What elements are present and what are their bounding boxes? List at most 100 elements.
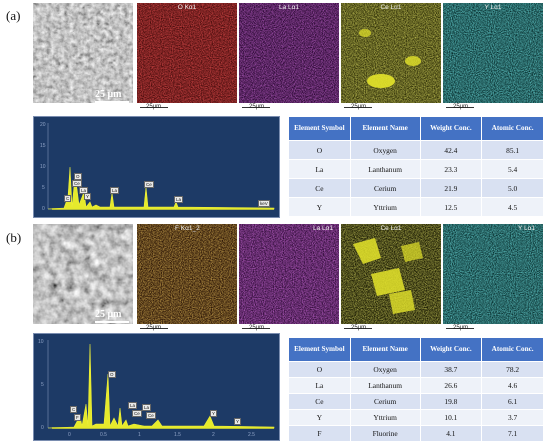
map-title: Ce Lα1 — [380, 4, 402, 11]
map-scale-bar — [242, 324, 270, 329]
map-scale-label: 25μm — [146, 104, 162, 110]
cell-weight: 4.1 — [419, 425, 483, 442]
map-title: La Lα1 — [312, 225, 333, 232]
eds-map-a-yttrium: Y Lα1 — [443, 3, 543, 103]
eds-map-b-yttrium: Y Lα1 — [443, 224, 543, 324]
cell-symbol: Y — [288, 197, 351, 217]
map-title: Y Lα1 — [484, 4, 502, 11]
header-element-symbol: Element Symbol — [288, 337, 351, 362]
map-scale-bar — [140, 103, 168, 108]
cell-name: Cerium — [349, 393, 421, 410]
x-tick: 2 — [212, 432, 215, 438]
peak-label: F — [74, 414, 81, 421]
spectrum-plot-b: 10 5 0 0 0.5 1 1.5 2 2.5 — [38, 339, 275, 438]
peak-label: Ce — [144, 181, 154, 188]
cell-atomic: 85.1 — [481, 140, 544, 160]
map-texture — [443, 3, 543, 103]
peak-label: O — [108, 371, 116, 378]
cell-name: Fluorine — [349, 425, 421, 442]
eds-map-a-lanthanum: La Lα1 — [239, 3, 339, 103]
map-title: La Lα1 — [278, 4, 300, 11]
x-tick: 0.5 — [100, 432, 107, 438]
map-scale-bar — [344, 324, 372, 329]
peak-label: C — [70, 406, 78, 413]
cell-atomic: 6.1 — [481, 393, 544, 410]
sem-texture-b — [33, 224, 133, 324]
cell-symbol: La — [288, 377, 351, 394]
eds-map-a-oxygen: O Kα1 — [137, 3, 237, 103]
spectrum-corner-label: keV — [258, 200, 270, 207]
peak-label: La — [128, 402, 138, 409]
peak-label: Y — [84, 193, 92, 200]
cell-weight: 26.6 — [419, 377, 483, 394]
header-atomic-conc: Atomic Conc. — [481, 337, 544, 362]
header-weight-conc: Weight Conc. — [419, 337, 483, 362]
table-row: La Lanthanum 26.6 4.6 — [288, 377, 544, 394]
table-row: La Lanthanum 23.3 5.4 — [288, 159, 544, 179]
cell-name: Lanthanum — [349, 159, 421, 179]
spectrum-trace — [47, 343, 275, 429]
cell-weight: 10.1 — [419, 409, 483, 426]
map-texture — [239, 3, 339, 103]
cell-symbol: La — [288, 159, 351, 179]
y-tick: 5 — [41, 382, 44, 388]
eds-map-b-lanthanum: La Lα1 — [239, 224, 339, 324]
table-row: O Oxygen 42.4 85.1 — [288, 140, 544, 160]
map-texture — [341, 224, 441, 324]
panel-b-label: (b) — [6, 230, 22, 245]
cell-weight: 19.8 — [419, 393, 483, 410]
map-scale-bar — [140, 324, 168, 329]
cell-name: Oxygen — [349, 140, 421, 160]
cell-symbol: Ce — [288, 178, 351, 198]
peak-label: Ce — [146, 412, 156, 419]
peak-label: La — [110, 187, 120, 194]
table-row: F Fluorine 4.1 7.1 — [288, 425, 544, 442]
peak-label: O — [74, 173, 82, 180]
map-title: O Kα1 — [177, 4, 197, 11]
map-title: Ce Lα1 — [380, 225, 402, 232]
peak-label: Y — [234, 418, 242, 425]
cell-weight: 21.9 — [419, 178, 483, 198]
sem-image-b: 25 μm — [33, 224, 133, 324]
map-texture — [137, 3, 237, 103]
header-element-name: Element Name — [349, 116, 421, 141]
cell-atomic: 4.6 — [481, 377, 544, 394]
map-scale-label: 25μm — [453, 104, 469, 110]
map-scale-bar — [446, 103, 474, 108]
cell-name: Oxygen — [349, 361, 421, 378]
y-tick: 15 — [40, 143, 46, 149]
sem-scale-label-a: 25 μm — [95, 89, 122, 100]
map-texture — [239, 224, 339, 324]
cell-name: Yttrium — [349, 197, 421, 217]
header-element-name: Element Name — [349, 337, 421, 362]
cell-symbol: Y — [288, 409, 351, 426]
eds-map-b-cerium: Ce Lα1 — [341, 224, 441, 324]
peak-label: Y — [210, 410, 218, 417]
spectrum-plot-a: 20 15 10 5 0 — [40, 122, 275, 212]
map-title: Y Lα1 — [517, 225, 535, 232]
table-row: Ce Cerium 19.8 6.1 — [288, 393, 544, 410]
table-row: Y Yttrium 10.1 3.7 — [288, 409, 544, 426]
y-tick: 5 — [42, 185, 45, 191]
peak-label: La — [174, 196, 184, 203]
peak-label: Ce — [72, 180, 82, 187]
edx-spectrum-a: 20 15 10 5 0 O Ce La C Y La Ce La keV — [33, 116, 280, 218]
cell-weight: 12.5 — [419, 197, 483, 217]
sem-scale-label-b: 25 μm — [95, 309, 122, 320]
peak-label: C — [64, 195, 72, 202]
cell-symbol: F — [288, 425, 351, 442]
x-tick: 1 — [138, 432, 141, 438]
y-tick: 10 — [40, 164, 46, 170]
peak-label: La — [142, 404, 152, 411]
map-texture — [443, 224, 543, 324]
map-scale-bar — [344, 103, 372, 108]
eds-map-a-cerium: Ce Lα1 — [341, 3, 441, 103]
map-scale-label: 25μm — [453, 325, 469, 331]
cell-name: Yttrium — [349, 409, 421, 426]
cell-atomic: 78.2 — [481, 361, 544, 378]
header-weight-conc: Weight Conc. — [419, 116, 483, 141]
map-scale-label: 25μm — [351, 325, 367, 331]
cell-atomic: 5.4 — [481, 159, 544, 179]
edx-spectrum-b: 10 5 0 0 0.5 1 1.5 2 2.5 C F O La Ce La … — [33, 333, 280, 441]
cell-atomic: 3.7 — [481, 409, 544, 426]
